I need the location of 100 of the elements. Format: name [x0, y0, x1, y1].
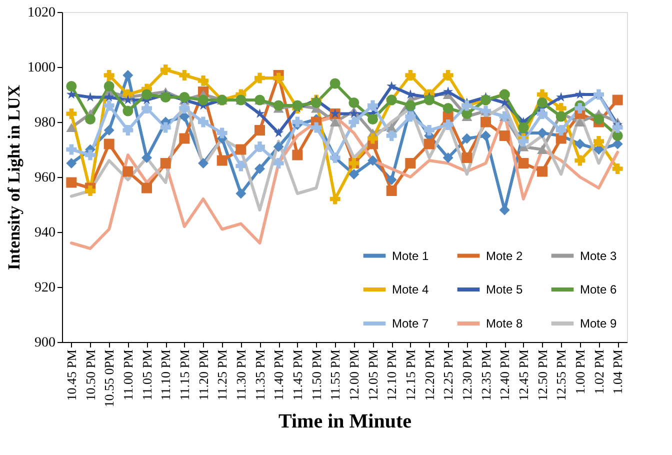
point [462, 108, 472, 119]
point [179, 103, 190, 114]
x-tick-label: 12.05 PM [365, 349, 380, 401]
point [499, 130, 510, 141]
point [254, 125, 265, 136]
point [537, 166, 548, 177]
point [216, 155, 228, 166]
point [311, 98, 322, 108]
x-tick-label: 11.45 PM [290, 349, 305, 400]
point [85, 150, 96, 160]
point [368, 133, 378, 144]
point [104, 100, 114, 111]
x-tick-label: 11.05 PM [139, 349, 154, 400]
point [179, 92, 190, 102]
legend-label: Mote 2 [486, 248, 524, 263]
point [405, 70, 416, 80]
point [122, 166, 134, 177]
x-tick-label: 1.02 PM [591, 349, 606, 394]
point [254, 164, 265, 174]
point [594, 114, 604, 124]
point [85, 114, 96, 124]
point [348, 169, 360, 180]
x-tick-label: 11.20 PM [196, 349, 211, 400]
x-tick-label: 12.55 PM [554, 349, 569, 401]
legend-label: Mote 4 [392, 282, 430, 296]
point [386, 174, 397, 185]
point [574, 138, 586, 150]
point [518, 122, 529, 133]
point [330, 194, 340, 204]
point [556, 125, 566, 136]
point [273, 158, 284, 168]
x-tick-label: 10.55 0PM [102, 349, 117, 408]
point [612, 122, 623, 133]
x-tick-label: 11.50 PM [308, 349, 324, 400]
point [198, 76, 208, 86]
x-tick-label: 12.15 PM [402, 349, 418, 401]
point [612, 164, 623, 174]
point [537, 144, 548, 154]
y-tick-label: 920 [34, 280, 56, 296]
y-axis-title: Intensity of Light in LUX [4, 84, 24, 270]
point [273, 100, 284, 111]
x-tick-label: 11.35 PM [252, 349, 268, 400]
point [405, 158, 416, 168]
point [330, 78, 340, 89]
point [122, 106, 134, 116]
point [66, 144, 77, 155]
x-tick-label: 12.50 PM [534, 349, 550, 401]
point [368, 155, 378, 166]
legend-label: Mote 8 [486, 316, 524, 330]
point [442, 152, 454, 163]
point [330, 117, 340, 127]
x-tick-label: 12.10 PM [384, 349, 400, 401]
x-tick-label: 11.10 PM [158, 349, 174, 400]
x-axis-title: Time in Minute [278, 410, 412, 432]
point [66, 177, 77, 188]
point [160, 122, 171, 133]
point [104, 138, 114, 150]
point [537, 128, 548, 138]
point [179, 70, 190, 80]
point [142, 182, 152, 194]
legend-label: Mote 5 [486, 282, 524, 296]
point [405, 111, 416, 122]
x-tick-label: 12.40 PM [497, 349, 512, 401]
point [273, 72, 284, 84]
point [273, 142, 284, 152]
point [104, 81, 114, 92]
point [348, 98, 360, 108]
x-tick-label: 12.25 PM [440, 349, 456, 401]
y-tick-label: 940 [34, 226, 56, 240]
point [198, 158, 208, 168]
point [254, 72, 265, 84]
point [442, 103, 454, 114]
point [386, 81, 397, 90]
point [348, 116, 360, 128]
point [405, 100, 416, 111]
legend-label: Mote 6 [580, 282, 618, 296]
x-tick-label: 12.20 PM [422, 349, 437, 401]
point [424, 138, 434, 150]
point [386, 130, 397, 141]
y-tick-label: 960 [34, 170, 56, 186]
point [368, 114, 378, 124]
point [66, 81, 77, 92]
x-tick-label: 12.00 PM [346, 349, 362, 401]
point [122, 125, 134, 136]
point [236, 144, 246, 155]
x-tick-label: 10.50 PM [82, 349, 98, 401]
point [274, 128, 284, 138]
x-tick-label: 11.25 PM [214, 349, 230, 400]
point [612, 130, 623, 141]
point [198, 94, 208, 106]
point [236, 188, 246, 199]
point [537, 108, 548, 119]
point [160, 92, 171, 102]
point [518, 136, 529, 146]
point [574, 103, 586, 114]
point [518, 158, 529, 168]
point [462, 152, 472, 163]
point [66, 108, 77, 119]
point [480, 116, 491, 128]
point [104, 92, 114, 102]
